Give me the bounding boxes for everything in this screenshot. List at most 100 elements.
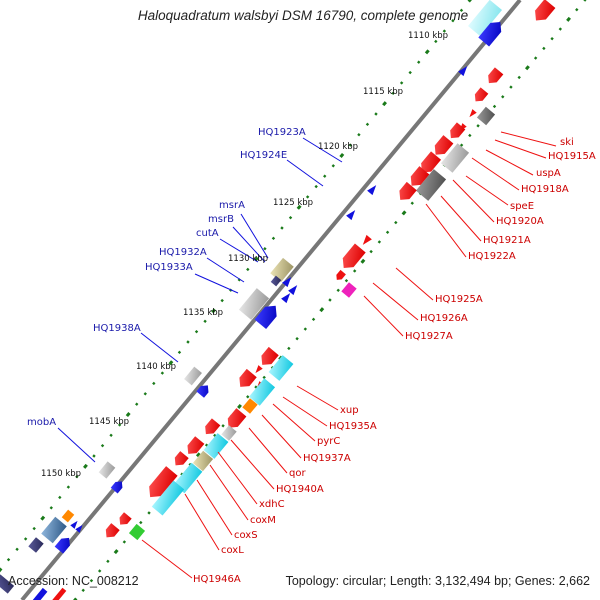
gene-feature-small[interactable]: [70, 519, 79, 529]
gene-label-hq1925a[interactable]: HQ1925A: [435, 294, 483, 305]
gene-label-msra[interactable]: msrA: [219, 200, 245, 211]
gene-feature-magenta[interactable]: [341, 282, 357, 298]
gene-label-spee[interactable]: speE: [510, 201, 534, 212]
gene-label-hq1922a[interactable]: HQ1922A: [468, 251, 516, 262]
gene-feature[interactable]: [395, 181, 417, 204]
gene-feature-small[interactable]: [346, 208, 358, 221]
gene-feature[interactable]: [221, 425, 237, 441]
label-callout-line: [282, 396, 328, 427]
gene-feature[interactable]: [531, 0, 556, 25]
gene-feature-small[interactable]: [253, 365, 263, 375]
label-callout-line: [440, 195, 482, 242]
gene-feature[interactable]: [270, 275, 282, 287]
gene-label-hq1940a[interactable]: HQ1940A: [276, 484, 324, 495]
gene-feature[interactable]: [102, 523, 120, 541]
gene-feature-small[interactable]: [467, 109, 477, 119]
gene-feature[interactable]: [116, 512, 132, 528]
gene-feature[interactable]: [472, 87, 489, 104]
gene-feature[interactable]: [476, 106, 496, 126]
label-callout-line: [261, 414, 302, 459]
gene-feature[interactable]: [334, 269, 346, 282]
gene-label-pyrc[interactable]: pyrC: [317, 436, 340, 447]
gene-label-ski[interactable]: ski: [560, 137, 574, 148]
gene-label-hq1946a[interactable]: HQ1946A: [193, 574, 241, 585]
gene-feature[interactable]: [171, 451, 189, 469]
gene-label-coxm[interactable]: coxM: [250, 515, 276, 526]
gene-feature-small[interactable]: [360, 234, 372, 247]
gene-feature[interactable]: [110, 479, 126, 494]
gene-feature[interactable]: [32, 587, 48, 600]
gene-feature[interactable]: [478, 18, 505, 47]
gene-feature[interactable]: [41, 516, 67, 544]
label-callout-line: [209, 464, 249, 521]
gene-label-hq1937a[interactable]: HQ1937A: [303, 453, 351, 464]
gene-feature[interactable]: [98, 461, 116, 479]
gene-label-coxs[interactable]: coxS: [234, 530, 258, 541]
gene-feature[interactable]: [447, 122, 466, 141]
gene-feature[interactable]: [415, 169, 447, 201]
gene-feature[interactable]: [54, 534, 74, 554]
gene-feature[interactable]: [417, 151, 442, 176]
gene-label-hq1918a[interactable]: HQ1918A: [521, 184, 569, 195]
gene-label-xup[interactable]: xup: [340, 405, 359, 416]
gene-label-moba[interactable]: mobA: [27, 417, 56, 428]
gene-feature-small[interactable]: [281, 291, 293, 304]
gene-feature[interactable]: [431, 135, 454, 159]
gene-label-hq1932a[interactable]: HQ1932A: [159, 247, 207, 258]
gene-feature[interactable]: [268, 355, 294, 381]
gene-feature-small[interactable]: [458, 64, 470, 77]
gene-label-msrb[interactable]: msrB: [208, 214, 234, 225]
gene-feature[interactable]: [254, 301, 282, 330]
gene-feature[interactable]: [248, 378, 276, 406]
gene-feature[interactable]: [407, 166, 430, 190]
gene-feature[interactable]: [235, 368, 257, 391]
gene-label-hq1926a[interactable]: HQ1926A: [420, 313, 468, 324]
gene-feature[interactable]: [203, 433, 229, 459]
gene-feature[interactable]: [257, 346, 279, 369]
gene-feature[interactable]: [151, 480, 185, 516]
label-callout-line: [196, 479, 233, 536]
gene-label-hq1923a[interactable]: HQ1923A: [258, 127, 306, 138]
gene-feature[interactable]: [184, 436, 205, 458]
gene-feature-orange[interactable]: [61, 509, 75, 523]
gene-feature[interactable]: [202, 418, 221, 437]
gene-feature-small[interactable]: [288, 283, 300, 296]
gene-label-hq1933a[interactable]: HQ1933A: [145, 262, 193, 273]
gene-feature-orange[interactable]: [242, 398, 258, 414]
gene-label-cuta[interactable]: cutA: [196, 228, 219, 239]
gene-feature[interactable]: [196, 382, 211, 398]
gene-label-hq1927a[interactable]: HQ1927A: [405, 331, 453, 342]
gene-label-hq1935a[interactable]: HQ1935A: [329, 421, 377, 432]
gene-label-uspa[interactable]: uspA: [536, 168, 561, 179]
gene-label-xdhc[interactable]: xdhC: [259, 499, 285, 510]
gene-feature[interactable]: [192, 450, 214, 472]
gene-label-hq1915a[interactable]: HQ1915A: [548, 151, 596, 162]
label-callout-line: [232, 226, 266, 263]
gene-feature-small[interactable]: [282, 275, 294, 288]
gene-feature-pale-cyan[interactable]: [467, 0, 503, 37]
gene-label-hq1920a[interactable]: HQ1920A: [496, 216, 544, 227]
gene-feature[interactable]: [485, 67, 504, 86]
gene-feature[interactable]: [440, 143, 470, 173]
gene-feature[interactable]: [28, 537, 44, 553]
position-tick: [424, 49, 430, 55]
gene-feature-small[interactable]: [75, 523, 84, 533]
position-tick: [263, 247, 267, 251]
gene-feature[interactable]: [0, 574, 15, 594]
gene-feature-green[interactable]: [128, 523, 146, 541]
gene-label-coxl[interactable]: coxL: [221, 545, 244, 556]
gene-feature[interactable]: [144, 466, 178, 502]
gene-feature-small[interactable]: [367, 183, 379, 196]
gene-feature[interactable]: [224, 408, 247, 432]
gene-label-hq1924e[interactable]: HQ1924E: [240, 150, 287, 161]
gene-feature[interactable]: [238, 288, 270, 320]
gene-label-hq1921a[interactable]: HQ1921A: [483, 235, 531, 246]
gene-label-qor[interactable]: qor: [289, 468, 306, 479]
gene-feature[interactable]: [184, 366, 202, 386]
gene-feature[interactable]: [49, 587, 67, 600]
gene-label-hq1938a[interactable]: HQ1938A: [93, 323, 141, 334]
position-tick: [203, 319, 207, 323]
gene-feature[interactable]: [338, 243, 366, 273]
gene-feature[interactable]: [173, 462, 203, 494]
kbp-label: 1125 kbp: [273, 198, 313, 208]
